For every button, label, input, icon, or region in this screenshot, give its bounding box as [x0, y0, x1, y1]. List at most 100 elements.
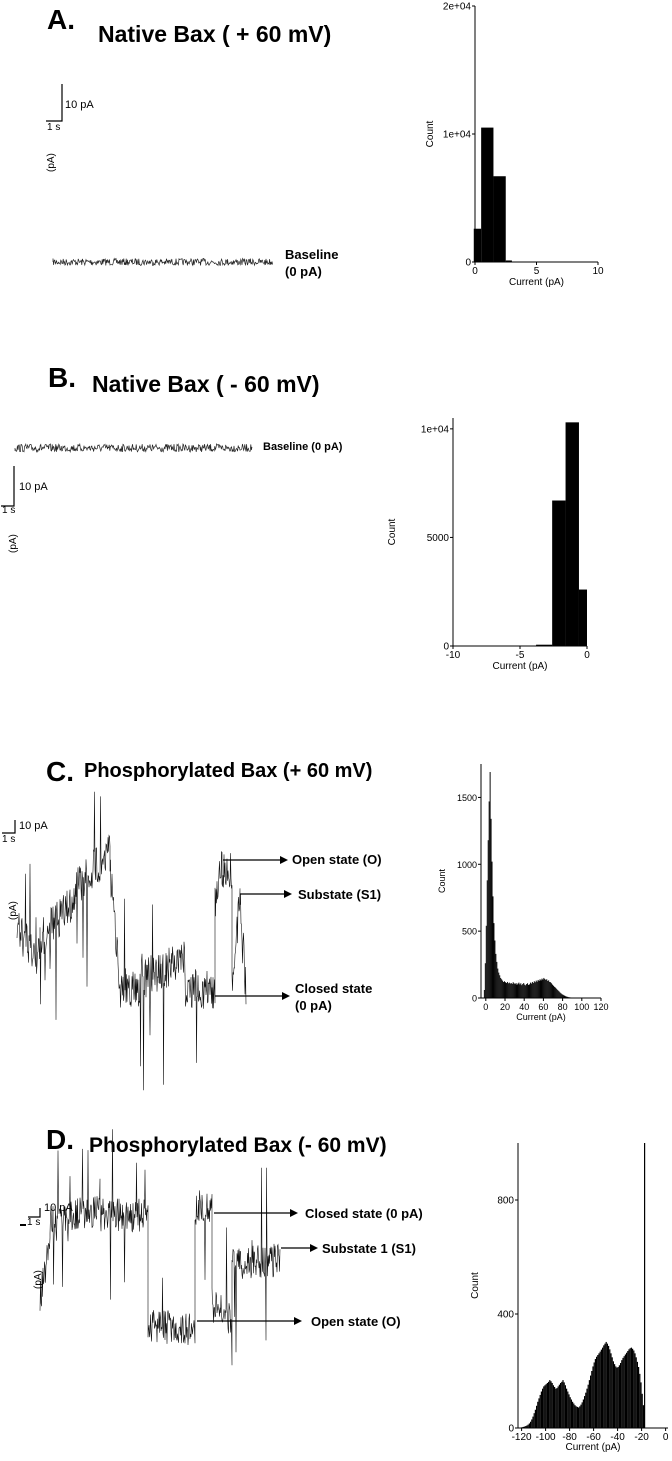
histogram-bar	[524, 984, 526, 998]
histogram-bar	[532, 983, 534, 998]
current-scale-label: 10 pA	[19, 820, 48, 832]
histogram-bar	[629, 1348, 631, 1428]
histogram-bar	[604, 1343, 606, 1428]
panel-c: C. Phosphorylated Bax (+ 60 mV) 10 pA 1 …	[0, 700, 672, 1091]
histogram-bar	[640, 1382, 642, 1428]
histogram-bar	[512, 982, 514, 998]
histogram-bar	[557, 1386, 559, 1428]
histogram-bar	[622, 1357, 624, 1428]
histogram-bar	[540, 980, 542, 998]
histogram-bar	[563, 1382, 565, 1428]
panel-letter: C.	[46, 756, 74, 787]
histogram-bar	[624, 1354, 626, 1428]
histogram-bar	[597, 1355, 599, 1428]
substate-annotation: Substate 1 (S1)	[322, 1241, 416, 1256]
x-tick-label: 0	[483, 1002, 488, 1012]
histogram-bar	[527, 1424, 529, 1428]
histogram-bar	[555, 1388, 557, 1428]
y-tick-label: 1e+04	[443, 130, 472, 141]
histogram-bar	[620, 1363, 622, 1428]
histogram-bar	[496, 961, 498, 998]
histogram-bar	[517, 983, 519, 998]
histogram-bar	[502, 980, 504, 998]
y-tick-label: 0	[508, 1424, 514, 1435]
histogram-a: 0 5 10 0 1e+04 2e+04 Current (pA) Count	[425, 2, 604, 289]
histogram-bar	[481, 127, 494, 262]
histogram-bar	[528, 984, 529, 998]
time-scale-label: 1 s	[27, 1217, 41, 1228]
histogram-bar	[560, 1382, 562, 1428]
histogram-bar	[526, 984, 528, 998]
histogram-bar	[499, 975, 501, 998]
histogram-bar	[518, 982, 520, 998]
histogram-bar	[551, 1382, 553, 1428]
open-state-annotation: Open state (O)	[311, 1314, 401, 1329]
histogram-bar	[509, 983, 511, 998]
panel-d: D. Phosphorylated Bax (- 60 mV) 10 pA 1 …	[0, 1090, 672, 1461]
histogram-bar	[578, 589, 587, 646]
histogram-bar	[538, 980, 540, 998]
y-tick-label: 800	[497, 1196, 514, 1207]
x-tick-label: -20	[634, 1432, 649, 1443]
histogram-bar	[552, 984, 553, 998]
baseline-trace	[52, 257, 273, 267]
state-arrows	[197, 1209, 318, 1325]
histogram-bar	[543, 977, 545, 998]
histogram-bar	[542, 979, 544, 998]
histogram-bar	[623, 1356, 625, 1428]
panel-title: Native Bax ( - 60 mV)	[92, 371, 320, 397]
histogram-bar	[550, 1381, 552, 1428]
histogram-bar	[553, 985, 554, 998]
histogram-bar	[522, 983, 524, 998]
y-axis-label: Count	[387, 518, 398, 545]
histogram-bar	[533, 1413, 535, 1428]
substate-annotation: Substate (S1)	[298, 887, 382, 902]
histogram-bar	[575, 1406, 577, 1428]
x-tick-label: -10	[446, 650, 461, 661]
histogram-bar	[484, 963, 486, 998]
histogram-bar	[558, 991, 560, 998]
histogram-bar	[541, 978, 543, 998]
histogram-bar	[610, 1353, 612, 1428]
x-tick-label: 80	[558, 1002, 568, 1012]
histogram-bar	[519, 984, 521, 998]
histogram-bar	[554, 987, 556, 998]
x-axis-label: Current (pA)	[509, 277, 564, 288]
histogram-bar	[548, 1381, 550, 1428]
y-tick-label: 1e+04	[421, 424, 450, 435]
histogram-bar	[562, 994, 564, 998]
histogram-bar	[535, 980, 537, 998]
current-scale-label: 10 pA	[19, 481, 48, 493]
histogram-bar	[549, 981, 551, 998]
channel-trace	[16, 791, 247, 1091]
histogram-bar	[503, 981, 505, 998]
histogram-bar	[511, 983, 513, 998]
y-tick-label: 500	[462, 927, 477, 937]
histogram-bar	[537, 979, 539, 998]
histogram-bar	[486, 880, 488, 998]
histogram-bar	[522, 1426, 524, 1428]
histogram-bar	[566, 1388, 568, 1428]
time-scale-label: 1 s	[2, 834, 16, 845]
histogram-bar	[639, 1373, 641, 1428]
histogram-bar	[525, 985, 527, 998]
histogram-bar	[638, 1367, 640, 1428]
histogram-bar	[630, 1347, 632, 1428]
histogram-bar	[586, 1388, 588, 1428]
histogram-bar	[576, 1406, 578, 1428]
histogram-bar	[558, 1384, 560, 1428]
histogram-bar	[498, 972, 500, 998]
histogram-bar	[516, 984, 518, 998]
x-tick-label: 5	[534, 266, 540, 277]
histogram-bar	[611, 1357, 613, 1428]
x-tick-label: -100	[536, 1432, 556, 1443]
histogram-bar	[513, 983, 515, 998]
state-arrows	[215, 856, 292, 1000]
histogram-bar	[606, 1343, 608, 1428]
current-scale-bar	[46, 84, 63, 122]
time-scale-label: 1 s	[47, 122, 61, 133]
histogram-bar	[547, 980, 549, 998]
histogram-bar	[554, 1386, 556, 1428]
histogram-bar	[608, 1345, 610, 1428]
baseline-annotation: Baseline	[285, 247, 339, 262]
